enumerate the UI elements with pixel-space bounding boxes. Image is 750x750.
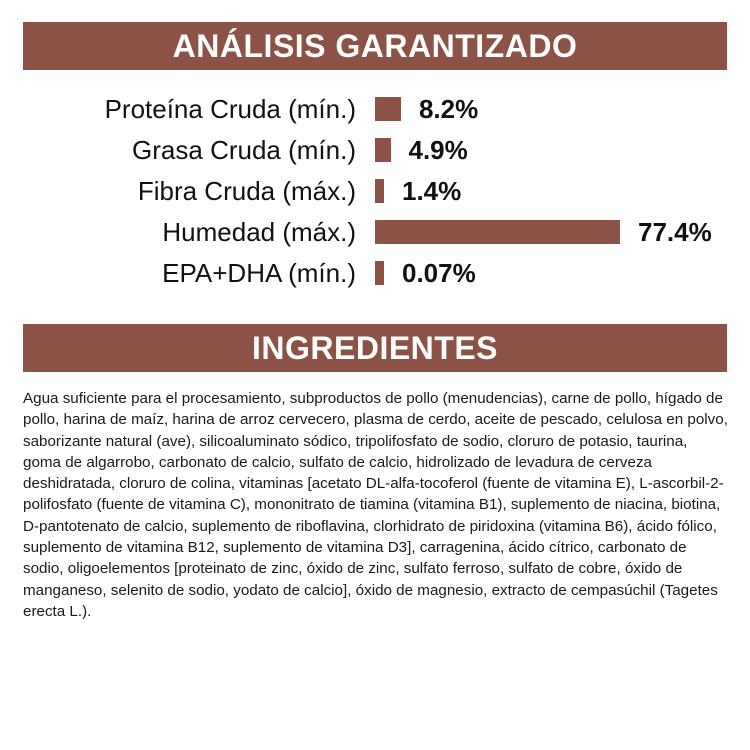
nutrient-bar [375,179,384,203]
nutrient-label: EPA+DHA (mín.) [162,258,356,288]
nutrient-value: 8.2% [418,94,479,124]
analysis-row: Fibra Cruda (máx.) 1.4% [0,174,750,208]
nutrient-bar [375,97,401,121]
nutrient-bar [375,220,620,244]
nutrient-bar [375,261,384,285]
nutrient-label: Proteína Cruda (mín.) [104,94,356,124]
analysis-row: EPA+DHA (mín.) 0.07% [0,256,750,290]
ingredients-title: INGREDIENTES [251,329,499,366]
nutrient-value: 1.4% [402,176,462,206]
nutrient-label: Fibra Cruda (máx.) [137,176,356,206]
analysis-header: ANÁLISIS GARANTIZADO [23,22,727,70]
analysis-title: ANÁLISIS GARANTIZADO [172,27,578,64]
ingredients-header: INGREDIENTES [23,324,727,372]
analysis-row: Proteína Cruda (mín.) 8.2% [0,92,750,126]
analysis-row: Grasa Cruda (mín.) 4.9% [0,133,750,167]
nutrient-label: Humedad (máx.) [162,217,356,247]
nutrient-value: 77.4% [638,217,712,247]
nutrient-label: Grasa Cruda (mín.) [132,135,356,165]
nutrient-value: 4.9% [408,135,468,165]
nutrient-bar [375,138,391,162]
nutrient-value: 0.07% [402,258,476,288]
analysis-row: Humedad (máx.) 77.4% [0,215,750,249]
ingredients-text: Agua suficiente para el procesamiento, s… [23,390,728,620]
